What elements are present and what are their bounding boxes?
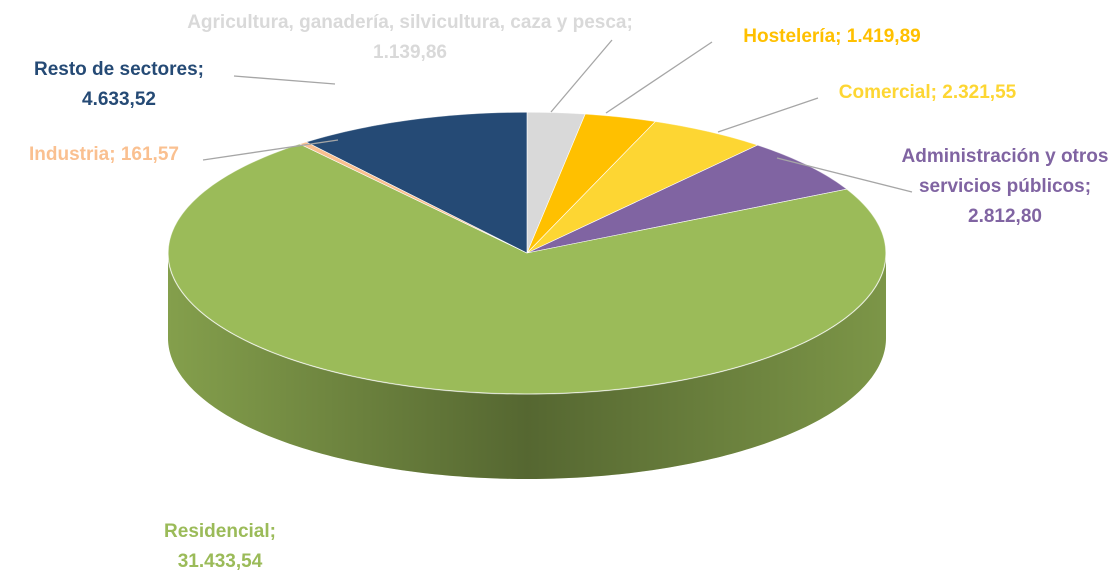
label-value: 2.321,55 <box>942 82 1017 103</box>
slice <box>167 143 887 395</box>
data-label: Residencial; 31.433,54 <box>145 517 295 574</box>
label-separator: ; <box>269 521 276 542</box>
label-name: Hostelería <box>743 26 836 47</box>
label-name: Residencial <box>164 521 270 542</box>
leader-line <box>550 39 613 113</box>
label-separator: ; <box>1084 176 1092 197</box>
label-name: Agricultura, ganadería, silvicultura, ca… <box>187 12 627 33</box>
label-separator: ; <box>197 59 204 80</box>
leader-line <box>202 139 339 161</box>
data-label: Hostelería; 1.419,89 <box>712 22 952 52</box>
label-separator: ; <box>930 82 943 103</box>
leader-line <box>605 41 713 114</box>
label-separator: ; <box>109 144 121 165</box>
leader-line <box>776 157 913 193</box>
label-value: 31.433,54 <box>177 551 263 572</box>
label-name: Industria <box>29 144 110 165</box>
slice <box>305 111 528 254</box>
label-value: 4.633,52 <box>82 89 156 110</box>
data-label: Administración y otros servicios público… <box>900 142 1110 232</box>
label-value: 1.139,86 <box>373 42 447 63</box>
slice-side-shade <box>168 253 886 479</box>
data-label: Industria; 161,57 <box>4 140 204 170</box>
leader-line <box>233 75 336 85</box>
slice <box>526 121 759 254</box>
slice <box>526 113 657 254</box>
label-value: 1.419,89 <box>846 26 921 47</box>
label-value: 2.812,80 <box>968 206 1042 227</box>
data-label: Comercial; 2.321,55 <box>815 78 1040 108</box>
data-label: Resto de sectores; 4.633,52 <box>0 55 238 115</box>
data-label: Agricultura, ganadería, silvicultura, ca… <box>160 8 660 68</box>
label-name: Comercial <box>838 82 931 103</box>
label-name: Administración y otros servicios público… <box>901 146 1109 197</box>
label-separator: ; <box>626 12 633 33</box>
label-separator: ; <box>835 26 847 47</box>
label-value: 161,57 <box>120 144 179 165</box>
rim-highlight <box>167 111 887 395</box>
leader-line <box>717 97 819 133</box>
label-name: Resto de sectores <box>33 59 198 80</box>
